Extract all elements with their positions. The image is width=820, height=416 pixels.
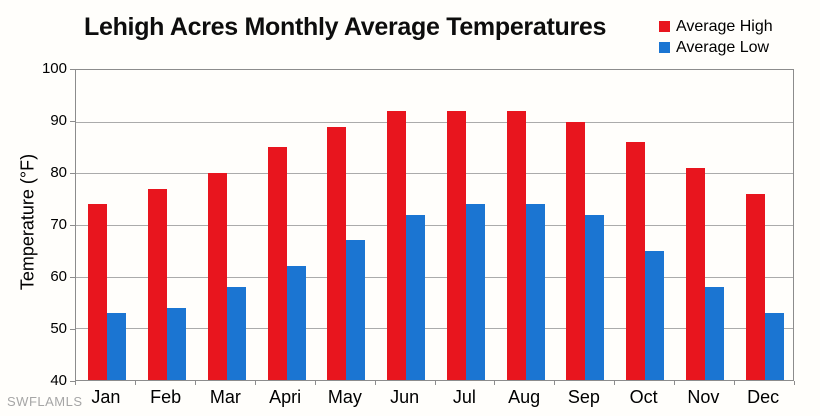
gridline bbox=[76, 225, 793, 226]
bar-average-high-jul bbox=[446, 111, 466, 380]
x-axis-label-feb: Feb bbox=[150, 387, 182, 407]
x-axis-label-dec: Dec bbox=[747, 387, 780, 407]
y-tick bbox=[70, 277, 75, 278]
bar-average-high-may bbox=[327, 127, 347, 380]
x-axis-label-nov: Nov bbox=[687, 387, 720, 407]
x-tick bbox=[435, 381, 436, 385]
x-axis-label-jan: Jan bbox=[91, 387, 121, 407]
gridline bbox=[76, 328, 793, 329]
x-axis-label-sep: Sep bbox=[567, 387, 600, 407]
bar-average-high-apri bbox=[267, 147, 287, 380]
x-tick bbox=[734, 381, 735, 385]
bar-average-low-may bbox=[346, 240, 366, 380]
y-tick bbox=[70, 69, 75, 70]
gridline bbox=[76, 122, 793, 123]
y-tick bbox=[70, 381, 75, 382]
x-tick bbox=[494, 381, 495, 385]
legend-label-high: Average High bbox=[676, 17, 773, 35]
y-axis-tick-label: 100 bbox=[41, 60, 67, 77]
bar-average-high-jan bbox=[88, 204, 108, 380]
bar-average-low-jan bbox=[107, 313, 127, 380]
y-axis-tick-label: 70 bbox=[50, 216, 67, 233]
plot-area bbox=[75, 69, 794, 381]
x-axis-label-oct: Oct bbox=[629, 387, 658, 407]
legend-label-low: Average Low bbox=[676, 38, 770, 56]
gridline bbox=[76, 173, 793, 174]
x-tick bbox=[135, 381, 136, 385]
x-tick bbox=[554, 381, 555, 385]
y-axis-tick-label: 80 bbox=[50, 164, 67, 181]
watermark: SWFLAMLS bbox=[7, 394, 83, 409]
chart-title: Lehigh Acres Monthly Average Temperature… bbox=[84, 13, 607, 41]
bar-average-low-mar bbox=[226, 287, 246, 380]
x-axis-label-jul: Jul bbox=[452, 387, 476, 407]
bar-average-high-nov bbox=[685, 168, 705, 380]
x-axis-label-aug: Aug bbox=[508, 387, 541, 407]
bar-average-high-aug bbox=[506, 111, 526, 380]
legend-swatch-high-icon bbox=[659, 21, 670, 32]
legend-row-low: Average Low bbox=[659, 37, 773, 58]
x-axis-label-apri: Apri bbox=[269, 387, 302, 407]
y-tick bbox=[70, 121, 75, 122]
bar-average-low-feb bbox=[167, 308, 187, 380]
y-tick bbox=[70, 173, 75, 174]
bar-average-low-jul bbox=[465, 204, 485, 380]
bar-average-low-nov bbox=[704, 287, 724, 380]
x-tick bbox=[375, 381, 376, 385]
y-axis-tick-label: 50 bbox=[50, 320, 67, 337]
bar-average-high-jun bbox=[387, 111, 407, 380]
bar-average-low-oct bbox=[645, 251, 665, 380]
bar-average-high-dec bbox=[745, 194, 765, 380]
x-tick bbox=[75, 381, 76, 385]
legend: Average High Average Low bbox=[659, 16, 773, 58]
bar-average-low-jun bbox=[406, 215, 426, 380]
bar-average-high-feb bbox=[148, 189, 168, 380]
bar-average-high-oct bbox=[626, 142, 646, 380]
x-tick bbox=[195, 381, 196, 385]
bar-average-low-aug bbox=[525, 204, 545, 380]
x-tick bbox=[614, 381, 615, 385]
y-tick bbox=[70, 329, 75, 330]
x-axis-label-may: May bbox=[327, 387, 362, 407]
bar-average-low-apri bbox=[286, 266, 306, 380]
gridline bbox=[76, 277, 793, 278]
y-axis-tick-label: 90 bbox=[50, 112, 67, 129]
x-axis-label-mar: Mar bbox=[209, 387, 241, 407]
y-tick bbox=[70, 225, 75, 226]
bar-average-low-sep bbox=[585, 215, 605, 380]
bar-average-high-sep bbox=[566, 122, 586, 380]
x-tick bbox=[255, 381, 256, 385]
bar-average-low-dec bbox=[764, 313, 784, 380]
x-tick bbox=[315, 381, 316, 385]
bar-average-high-mar bbox=[207, 173, 227, 380]
legend-row-high: Average High bbox=[659, 16, 773, 37]
y-axis-tick-label: 40 bbox=[50, 372, 67, 389]
x-tick bbox=[794, 381, 795, 385]
legend-swatch-low-icon bbox=[659, 42, 670, 53]
x-tick bbox=[674, 381, 675, 385]
y-axis-tick-label: 60 bbox=[50, 268, 67, 285]
x-axis-label-jun: Jun bbox=[390, 387, 420, 407]
